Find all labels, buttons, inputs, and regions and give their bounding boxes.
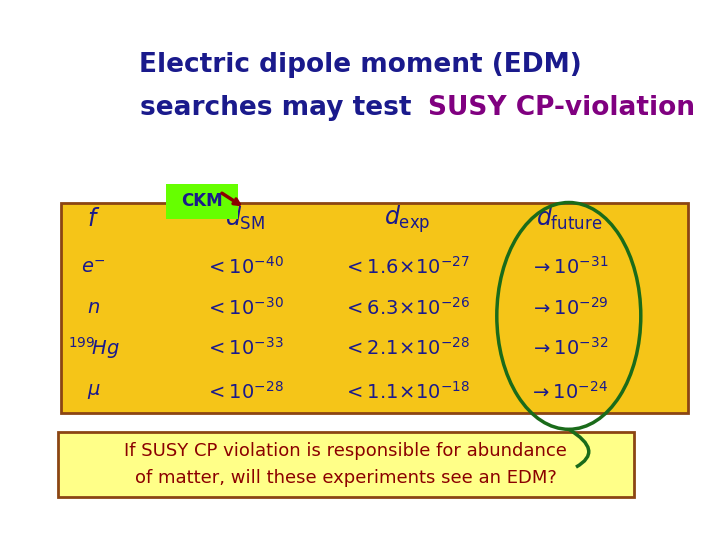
Text: $e^{-}$: $e^{-}$ (81, 258, 106, 277)
Text: $< 10^{-33}$: $< 10^{-33}$ (205, 338, 284, 359)
FancyBboxPatch shape (61, 202, 688, 413)
Text: $f$: $f$ (87, 207, 100, 231)
Text: $< 10^{-28}$: $< 10^{-28}$ (205, 381, 284, 402)
Text: $n$: $n$ (87, 298, 100, 318)
FancyBboxPatch shape (58, 432, 634, 497)
Text: If SUSY CP violation is responsible for abundance: If SUSY CP violation is responsible for … (124, 442, 567, 460)
Text: $< 1.6\!\times\!10^{-27}$: $< 1.6\!\times\!10^{-27}$ (343, 256, 470, 278)
Text: $\rightarrow 10^{-31}$: $\rightarrow 10^{-31}$ (530, 256, 608, 278)
Text: CKM: CKM (181, 192, 222, 210)
Text: $d_{\mathrm{exp}}$: $d_{\mathrm{exp}}$ (384, 203, 430, 234)
Text: $d_{\mathrm{SM}}$: $d_{\mathrm{SM}}$ (225, 205, 265, 232)
Text: $^{199}\!Hg$: $^{199}\!Hg$ (68, 335, 120, 361)
Text: $d_{\mathrm{future}}$: $d_{\mathrm{future}}$ (536, 205, 602, 232)
Text: $< 6.3\!\times\!10^{-26}$: $< 6.3\!\times\!10^{-26}$ (343, 297, 471, 319)
Text: $< 2.1\!\times\!10^{-28}$: $< 2.1\!\times\!10^{-28}$ (343, 338, 470, 359)
Text: $\mu$: $\mu$ (86, 382, 101, 401)
Text: $< 10^{-40}$: $< 10^{-40}$ (205, 256, 284, 278)
Text: $\rightarrow 10^{-29}$: $\rightarrow 10^{-29}$ (529, 297, 608, 319)
Text: $\rightarrow 10^{-32}$: $\rightarrow 10^{-32}$ (530, 338, 608, 359)
Text: $\rightarrow 10^{-24}$: $\rightarrow 10^{-24}$ (529, 381, 608, 402)
Text: Electric dipole moment (EDM): Electric dipole moment (EDM) (139, 52, 581, 78)
Text: of matter, will these experiments see an EDM?: of matter, will these experiments see an… (135, 469, 557, 487)
Text: searches may test: searches may test (140, 95, 421, 121)
FancyBboxPatch shape (166, 184, 238, 219)
Text: $< 10^{-30}$: $< 10^{-30}$ (205, 297, 284, 319)
Text: $< 1.1\!\times\!10^{-18}$: $< 1.1\!\times\!10^{-18}$ (343, 381, 470, 402)
Text: SUSY CP-violation: SUSY CP-violation (428, 95, 696, 121)
